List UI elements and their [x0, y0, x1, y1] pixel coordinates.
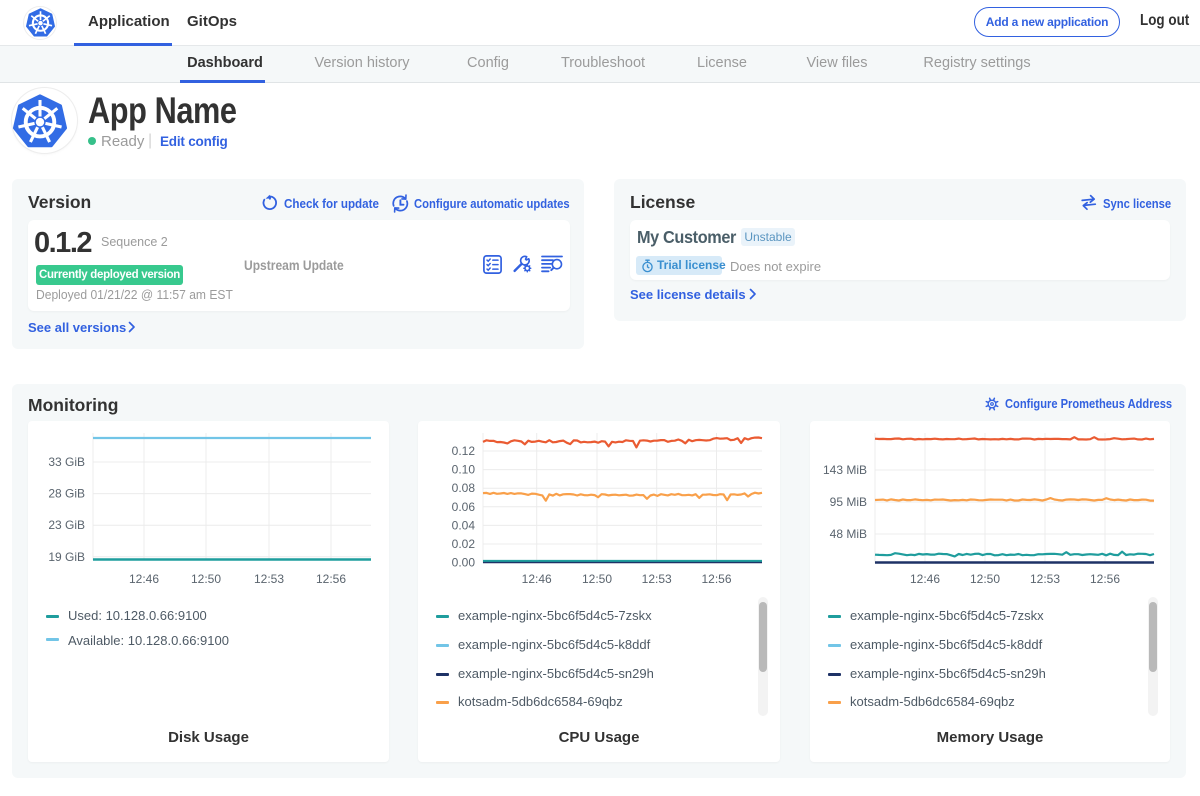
- svg-text:12:56: 12:56: [701, 572, 731, 586]
- svg-text:95 MiB: 95 MiB: [830, 495, 867, 509]
- svg-text:48 MiB: 48 MiB: [830, 527, 867, 541]
- svg-text:0.02: 0.02: [452, 537, 476, 551]
- svg-text:143 MiB: 143 MiB: [823, 463, 867, 477]
- svg-text:0.06: 0.06: [452, 500, 476, 514]
- svg-text:0.00: 0.00: [452, 556, 476, 570]
- svg-text:23 GiB: 23 GiB: [48, 518, 85, 532]
- svg-text:0.12: 0.12: [452, 444, 476, 458]
- svg-text:12:56: 12:56: [316, 572, 346, 586]
- svg-text:12:50: 12:50: [191, 572, 221, 586]
- svg-text:12:53: 12:53: [254, 572, 284, 586]
- svg-text:12:53: 12:53: [642, 572, 672, 586]
- svg-text:12:56: 12:56: [1090, 572, 1120, 586]
- svg-text:12:46: 12:46: [910, 572, 940, 586]
- svg-text:33 GiB: 33 GiB: [48, 455, 85, 469]
- svg-text:28 GiB: 28 GiB: [48, 487, 85, 501]
- svg-text:12:50: 12:50: [970, 572, 1000, 586]
- svg-text:12:53: 12:53: [1030, 572, 1060, 586]
- svg-text:19 GiB: 19 GiB: [48, 550, 85, 564]
- svg-text:0.10: 0.10: [452, 463, 476, 477]
- svg-text:12:46: 12:46: [129, 572, 159, 586]
- svg-text:0.04: 0.04: [452, 518, 476, 532]
- svg-text:12:50: 12:50: [582, 572, 612, 586]
- svg-text:12:46: 12:46: [522, 572, 552, 586]
- svg-text:0.08: 0.08: [452, 481, 476, 495]
